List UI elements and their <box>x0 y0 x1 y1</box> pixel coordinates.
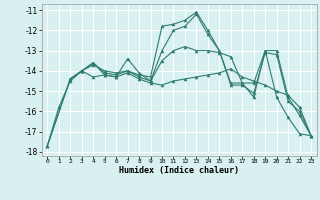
X-axis label: Humidex (Indice chaleur): Humidex (Indice chaleur) <box>119 166 239 175</box>
